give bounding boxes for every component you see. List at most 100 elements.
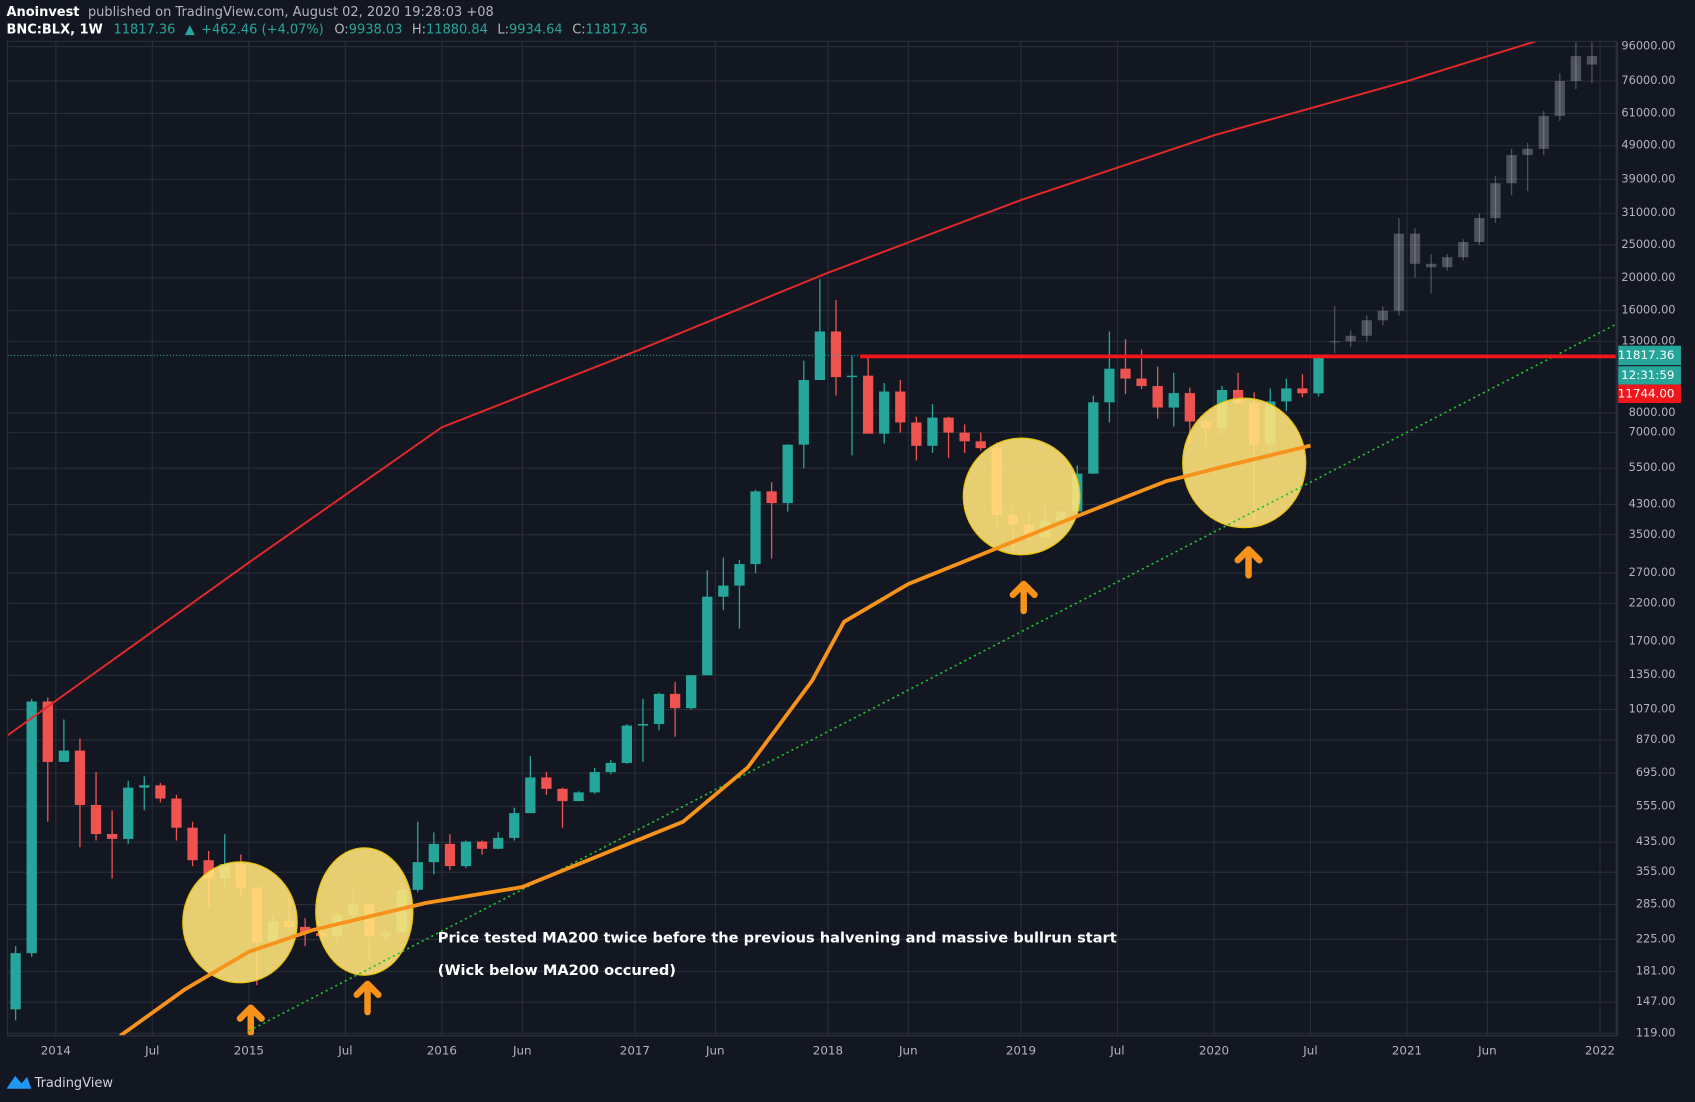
candle-body <box>1474 218 1485 243</box>
candle-body <box>1329 341 1340 343</box>
y-tick-label: 225.00 <box>1636 931 1676 945</box>
candle-body <box>1313 355 1324 394</box>
candle-body <box>10 953 21 1010</box>
candle-body <box>830 331 842 378</box>
candle-body <box>90 804 102 834</box>
annotation: Price tested MA200 twice before the prev… <box>438 930 1117 947</box>
candle-body <box>1538 115 1549 149</box>
candle-body <box>1104 368 1115 403</box>
candle-body <box>1232 389 1244 404</box>
ohlc-label: C: <box>572 22 585 37</box>
y-tick-label: 435.00 <box>1636 834 1676 848</box>
y-tick-label: 49000.00 <box>1621 138 1675 152</box>
y-tick-label: 870.00 <box>1636 732 1676 746</box>
y-tick-label: 16000.00 <box>1621 303 1675 317</box>
candle-body <box>1345 335 1356 342</box>
candle-body <box>927 417 938 446</box>
y-tick-label: 147.00 <box>1636 994 1676 1008</box>
x-tick-label: 2017 <box>620 1043 650 1057</box>
candle-body <box>1088 402 1099 474</box>
trendline <box>248 323 1617 1032</box>
candle-body <box>766 491 777 504</box>
resistance-label: 11744.00 <box>1618 386 1675 400</box>
ohlc-value: 9934.64 <box>509 22 563 37</box>
brand-name: TradingView <box>34 1076 114 1091</box>
symbol-line: BNC:BLX, 1W 11817.36 ▲ +462.46 (+4.07%) … <box>6 22 647 37</box>
candle-body <box>1361 320 1372 336</box>
candle-body <box>702 596 713 676</box>
x-tick-label: 2016 <box>427 1043 457 1057</box>
arrow-up <box>236 1004 265 1036</box>
candle-body <box>686 675 697 709</box>
brand: TradingView <box>6 1075 114 1091</box>
candle-body <box>42 701 53 762</box>
candle-body <box>589 772 600 793</box>
y-tick-label: 76000.00 <box>1621 73 1675 87</box>
candle-body <box>412 862 423 890</box>
candle-body <box>895 391 906 423</box>
x-tick-label: 2015 <box>234 1043 264 1057</box>
candle-body <box>1506 155 1517 184</box>
x-tick-label: Jul <box>337 1043 352 1057</box>
candle-body <box>1586 56 1598 65</box>
ohlc-value: 11880.84 <box>426 22 488 37</box>
published: published on TradingView.com, August 02,… <box>88 5 494 20</box>
candle-body <box>58 750 70 762</box>
y-tick-label: 25000.00 <box>1621 237 1675 251</box>
candle-body <box>1168 393 1179 408</box>
arrow-up <box>1234 546 1263 579</box>
candle-body <box>943 417 954 433</box>
y-tick-label: 3500.00 <box>1629 527 1676 541</box>
y-tick-label: 20000.00 <box>1621 270 1675 284</box>
x-tick-label: Jun <box>512 1043 532 1057</box>
candle-body <box>1377 310 1388 321</box>
candle-body <box>573 792 584 802</box>
candle-body <box>1458 242 1469 258</box>
candle-body <box>493 837 504 849</box>
last: 11817.36 <box>113 22 175 37</box>
candle-body <box>1554 81 1565 116</box>
candle-body <box>139 785 150 788</box>
candle-body <box>959 432 970 442</box>
candle-body <box>299 926 311 934</box>
candle-body <box>750 491 761 565</box>
candle-body <box>187 827 198 861</box>
x-tick-label: Jun <box>705 1043 725 1057</box>
y-tick-label: 555.00 <box>1636 798 1676 812</box>
candle-body <box>74 750 86 805</box>
candle-body <box>605 762 616 773</box>
candle-body <box>171 798 182 828</box>
y-tick-label: 96000.00 <box>1621 39 1675 53</box>
candle-body <box>428 843 439 863</box>
y-tick-label: 695.00 <box>1636 765 1676 779</box>
x-tick-label: Jul <box>144 1043 159 1057</box>
highlight-circle <box>315 847 414 976</box>
candle-body <box>26 701 37 954</box>
change-arrow: ▲ <box>185 22 195 37</box>
candle-body <box>541 777 552 789</box>
y-tick-label: 1070.00 <box>1629 702 1676 716</box>
y-tick-label: 181.00 <box>1636 963 1676 977</box>
candle-body <box>203 860 214 879</box>
arrow-up <box>353 980 382 1016</box>
brand-logo <box>6 1075 32 1089</box>
candle-body <box>1490 183 1501 219</box>
candle-body <box>798 380 809 445</box>
candle-body <box>1281 388 1292 402</box>
candle-body <box>444 843 456 867</box>
candle-body <box>782 444 793 504</box>
price-label-box <box>1618 345 1681 366</box>
highlight-circle <box>182 861 298 984</box>
candle-body <box>123 787 134 839</box>
x-tick-label: 2019 <box>1006 1043 1036 1057</box>
candle-body <box>525 777 536 814</box>
x-tick-label: Jul <box>1302 1043 1317 1057</box>
candle-body <box>1152 386 1163 408</box>
candle-body <box>653 693 665 724</box>
candle-body <box>155 785 166 799</box>
y-tick-label: 5500.00 <box>1629 460 1676 474</box>
y-tick-label: 1350.00 <box>1629 667 1676 681</box>
candle-body <box>106 833 118 839</box>
last-price-label: 11817.36 <box>1618 348 1675 362</box>
